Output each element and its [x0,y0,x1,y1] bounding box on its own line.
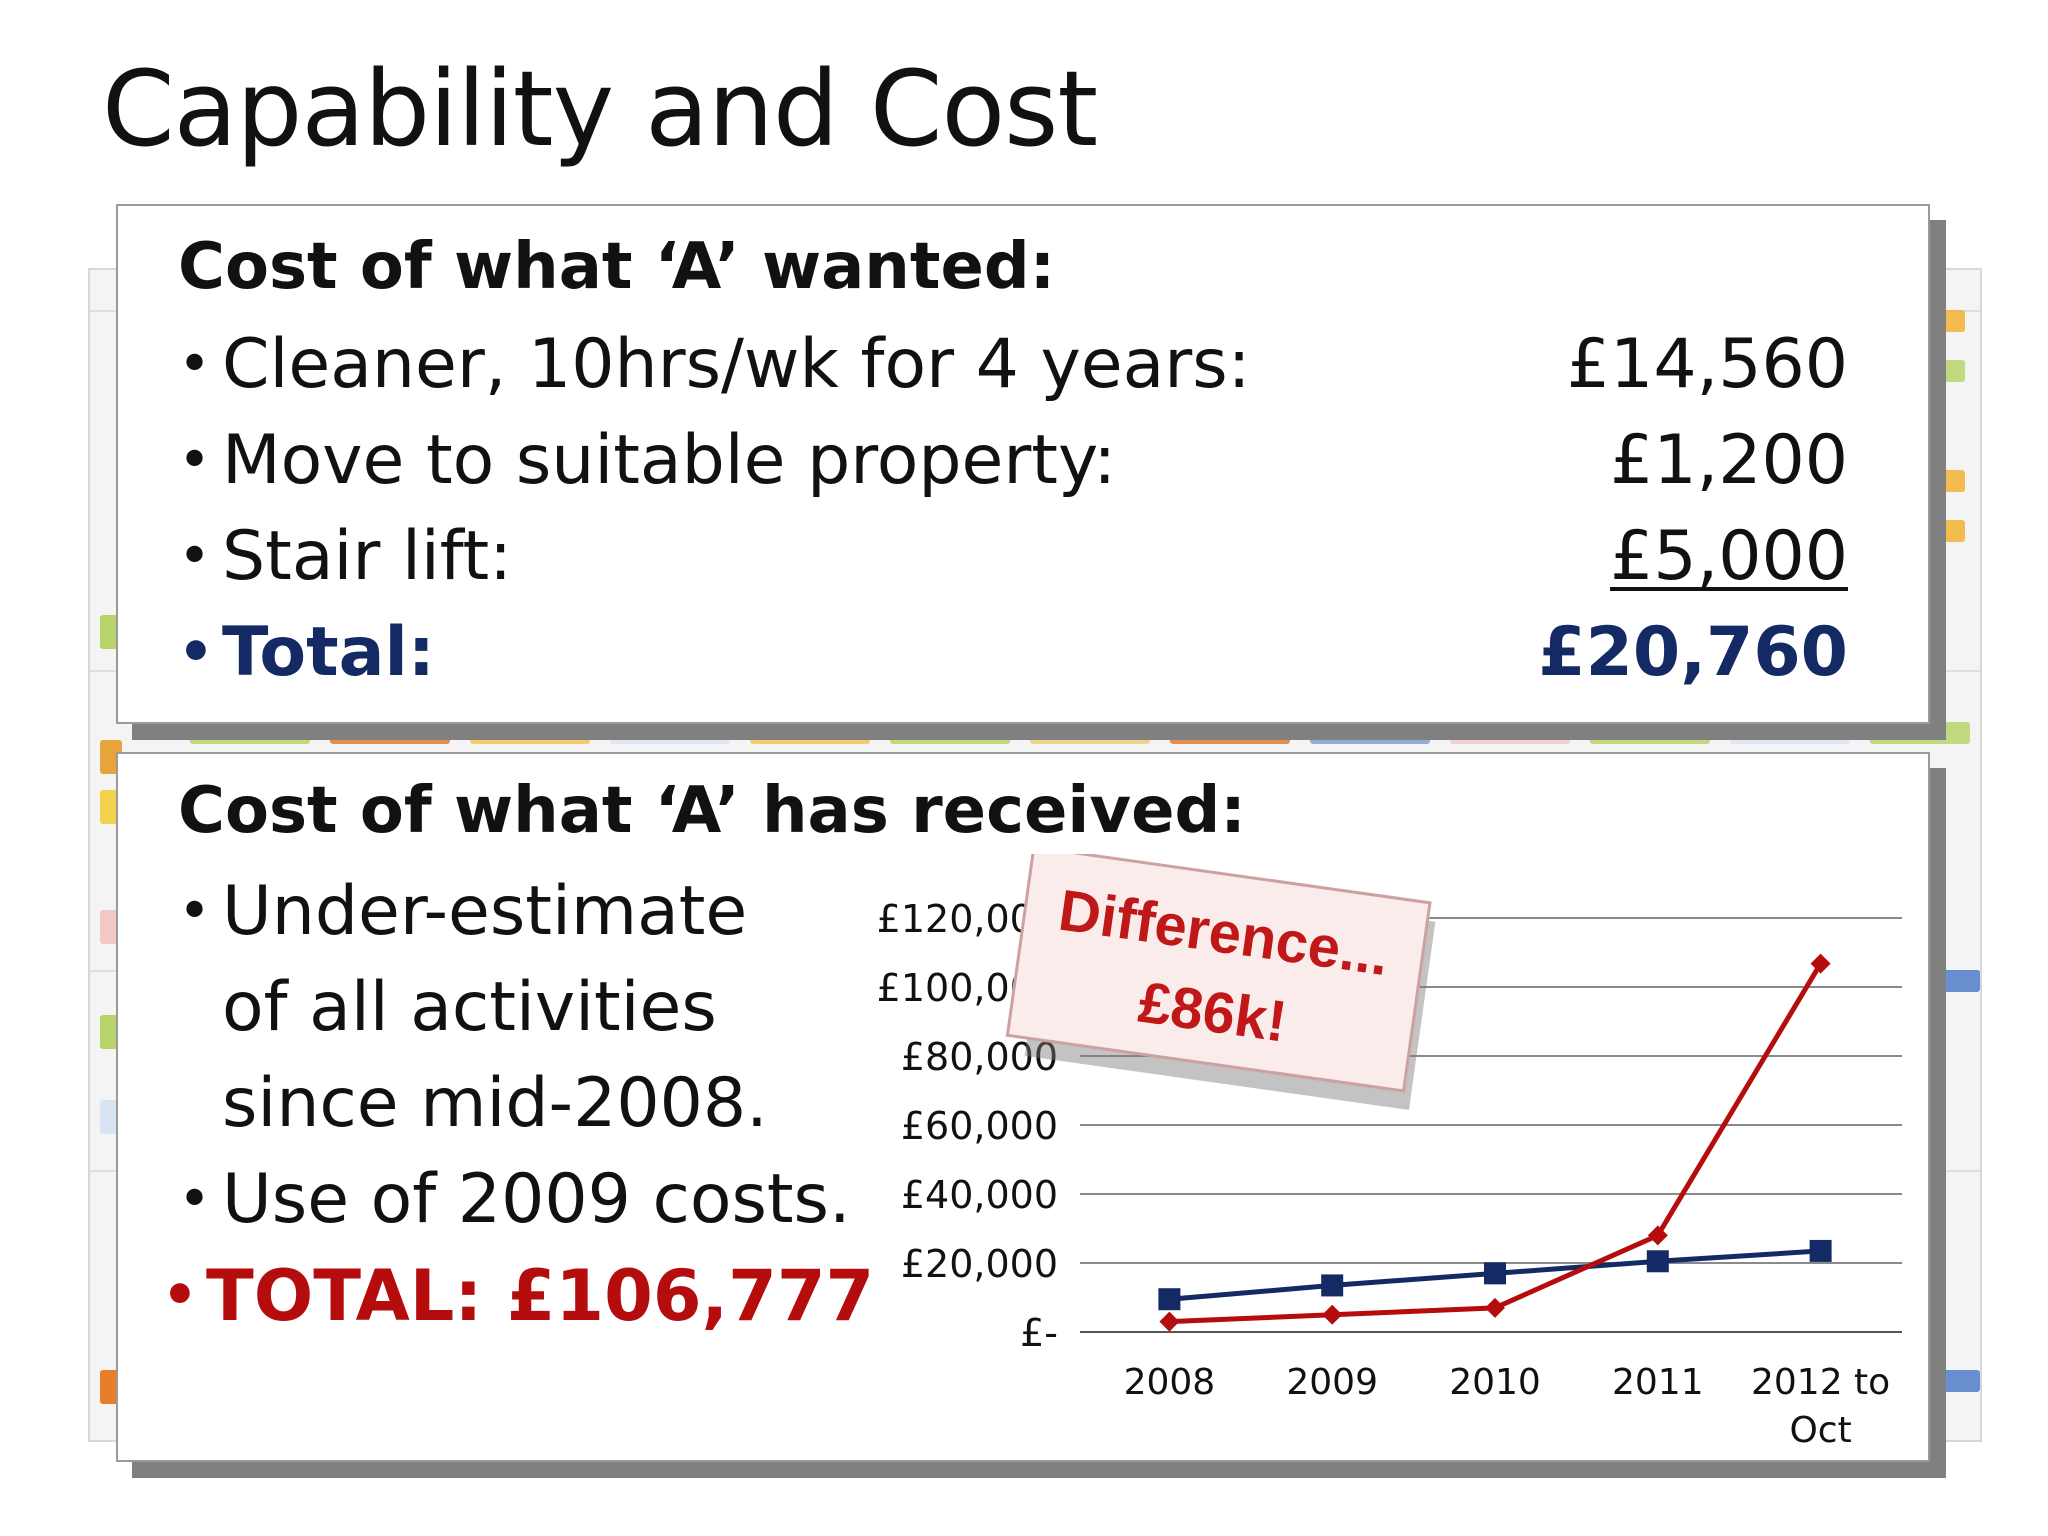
data-point [1647,1225,1668,1246]
x-tick-label: 2012 to [1751,1362,1890,1403]
bullet: • [178,1167,212,1232]
wanted-heading: Cost of what ‘A’ wanted: [178,230,1056,304]
item-label: Stair lift: [222,517,513,596]
x-tick-label: 2009 [1286,1362,1378,1403]
data-point [1809,1239,1832,1262]
difference-callout: Difference... £86k! [1005,854,1436,1110]
item-amount: £5,000 [1610,517,1848,596]
received-total: • TOTAL: £106,777 [162,1248,874,1344]
y-tick-label: £20,000 [901,1242,1058,1286]
received-heading: Cost of what ‘A’ has received: [178,774,1246,848]
x-tick-label: 2010 [1449,1362,1541,1403]
data-point [1159,1311,1180,1332]
bullet: • [178,332,212,397]
received-bullet: • Use of 2009 costs. [178,1152,858,1248]
item-amount: £14,560 [1566,325,1848,404]
bullet: • [162,1263,198,1328]
item-label: Move to suitable property: [222,421,1117,500]
data-point [1810,953,1831,974]
total-label: Total: [222,613,435,692]
wanted-panel: Cost of what ‘A’ wanted: • Cleaner, 10hrs… [116,204,1930,724]
callout-box [1005,854,1432,1093]
bullet-line: Under-estimate [222,872,748,951]
y-tick-label: £40,000 [901,1173,1058,1217]
y-tick-label: £80,000 [901,1035,1058,1079]
bullet: • [178,879,212,944]
page-title: Capability and Cost [102,48,1098,170]
bullet: • [178,620,214,685]
wanted-item: • Stair lift: £5,000 [178,512,1848,602]
bullet: • [178,428,212,493]
total-amount: £20,760 [1538,613,1848,692]
bullet-line: Use of 2009 costs. [222,1160,851,1239]
received-panel: Cost of what ‘A’ has received: • Under-e… [116,752,1930,1462]
x-tick-label: 2011 [1612,1362,1704,1403]
received-list: • Under-estimate of all activities since… [162,864,874,1344]
received-bullet: • Under-estimate of all activities since… [178,864,858,1152]
data-point [1484,1262,1506,1285]
x-tick-label: 2008 [1124,1362,1216,1403]
wanted-total: • Total: £20,760 [178,608,1848,698]
item-amount: £1,200 [1610,421,1848,500]
wanted-item: • Move to suitable property: £1,200 [178,416,1848,506]
data-point [1646,1250,1669,1273]
cost-line-chart: £-£20,000£40,000£60,000£80,000£100,000£1… [877,854,1902,1451]
data-point [1322,1304,1343,1325]
received-total-text: TOTAL: £106,777 [206,1255,875,1337]
data-point [1158,1288,1181,1311]
bullet-line: of all activities [222,968,717,1047]
bullet: • [178,524,212,589]
item-label: Cleaner, 10hrs/wk for 4 years: [222,325,1251,404]
wanted-item: • Cleaner, 10hrs/wk for 4 years: £14,560 [178,320,1848,410]
y-tick-label: £- [1020,1311,1058,1355]
bullet-line: since mid-2008. [222,1064,768,1143]
y-tick-label: £60,000 [901,1104,1058,1148]
x-tick-label: Oct [1789,1410,1851,1451]
data-point [1321,1274,1344,1297]
data-point [1485,1297,1505,1318]
